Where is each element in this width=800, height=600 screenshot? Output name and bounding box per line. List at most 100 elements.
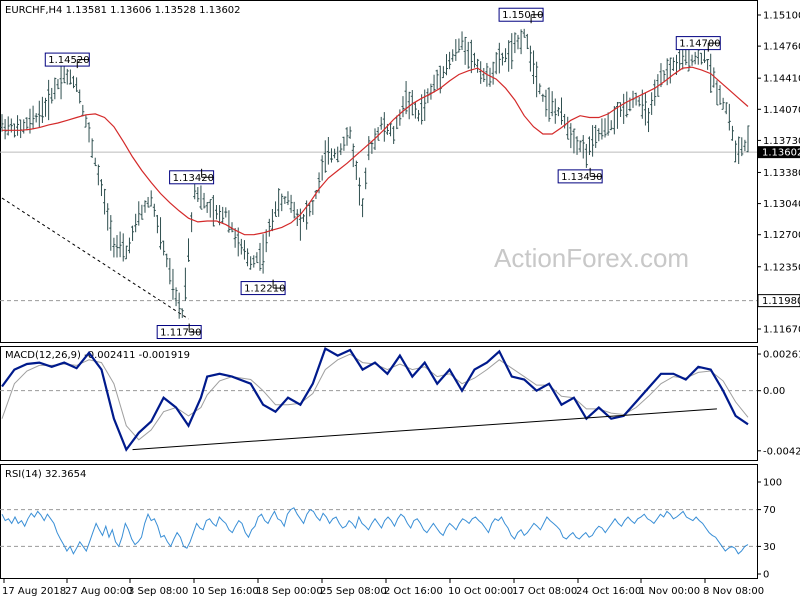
price-bar — [165, 253, 169, 268]
price-bar — [277, 188, 281, 217]
price-bar — [274, 201, 278, 217]
price-bar — [239, 238, 243, 255]
price-bar — [587, 136, 591, 156]
price-label-text: 1.14700 — [679, 39, 720, 50]
price-bar — [413, 101, 417, 119]
rsi-tick-label: 30 — [763, 542, 776, 553]
price-bar — [606, 112, 610, 136]
price-tick-label: 1.14410 — [763, 74, 800, 85]
price-bar — [258, 242, 262, 271]
price-bar — [535, 61, 539, 98]
price-bar — [348, 126, 352, 139]
price-bar — [625, 91, 629, 118]
price-bar — [333, 148, 337, 159]
price-bar — [326, 136, 330, 165]
price-bar — [525, 33, 529, 50]
price-bar — [236, 227, 240, 257]
price-label-1-13430: 1.13430 — [557, 167, 603, 184]
price-bar — [510, 33, 514, 70]
price-bar — [87, 122, 91, 143]
price-bar — [252, 255, 256, 268]
price-bar — [280, 193, 284, 212]
price-tick-label: 1.13380 — [763, 168, 800, 179]
price-bar — [187, 238, 190, 262]
price-bar — [597, 128, 601, 142]
price-bar — [53, 77, 57, 100]
price-bar — [31, 105, 35, 130]
price-bar — [547, 87, 551, 122]
price-bar — [149, 190, 153, 207]
price-bar — [516, 34, 520, 50]
price-bar — [637, 96, 641, 107]
price-label-text: 1.13420 — [173, 173, 214, 184]
price-bar — [255, 252, 259, 264]
price-bar — [342, 136, 346, 151]
price-bar — [619, 102, 623, 117]
x-tick-label: 17 Oct 08:00 — [512, 586, 577, 597]
current-price-label: 1.13602 — [762, 148, 800, 159]
price-bar — [581, 135, 585, 159]
x-tick-label: 17 Aug 2018 — [2, 586, 66, 597]
price-bar — [112, 237, 116, 258]
price-bar — [146, 196, 150, 208]
price-bar — [68, 69, 72, 85]
price-tick-label: 1.11670 — [763, 325, 800, 336]
price-bar — [681, 46, 685, 70]
price-bar — [162, 240, 166, 256]
price-bar — [504, 48, 508, 63]
price-bar — [448, 51, 452, 70]
macd-panel-title: MACD(12,26,9) -0.002411 -0.001919 — [5, 350, 190, 361]
price-bar — [361, 198, 365, 218]
price-bar — [594, 124, 598, 148]
price-panel-title: EURCHF,H4 1.13581 1.13606 1.13528 1.1360… — [5, 5, 241, 16]
price-bar — [208, 199, 212, 218]
price-bar — [314, 189, 318, 199]
price-bar — [118, 231, 122, 258]
rsi-panel: RSI(14) 32.3654 100 70 30 0 — [0, 464, 782, 581]
price-bar — [47, 79, 51, 121]
price-label-1-14700: 1.14700 — [675, 36, 721, 52]
price-bar — [615, 101, 619, 129]
price-bar — [451, 49, 455, 62]
price-bar — [519, 29, 523, 55]
price-label-text: 1.11730 — [160, 328, 201, 339]
x-tick-label: 2 Oct 16:00 — [384, 586, 443, 597]
price-bar — [103, 188, 107, 215]
price-bar — [152, 203, 156, 217]
price-bar — [311, 200, 315, 215]
macd-trendline — [132, 408, 717, 451]
price-bar — [575, 136, 579, 155]
price-bar — [199, 185, 203, 210]
price-bar — [612, 106, 616, 135]
x-tick-label: 18 Sep 00:00 — [256, 586, 323, 597]
price-bar — [84, 115, 88, 128]
price-bar — [715, 80, 719, 106]
price-bar — [569, 123, 573, 149]
macd-tick-label: 0.00 — [763, 386, 785, 397]
price-bar — [457, 38, 461, 53]
price-bar — [513, 32, 517, 54]
price-bar — [482, 67, 486, 83]
price-label-text: 1.13430 — [561, 172, 602, 183]
price-bar — [202, 192, 206, 209]
moving-average-line — [2, 66, 749, 236]
price-bar — [734, 140, 738, 163]
price-bar — [124, 245, 128, 260]
price-bar — [497, 42, 501, 74]
price-bar — [528, 45, 532, 72]
price-bar — [261, 234, 265, 274]
price-bar — [134, 213, 138, 233]
price-bar — [171, 268, 175, 300]
price-bar — [600, 118, 604, 140]
price-bar — [401, 96, 405, 118]
price-bar — [743, 139, 747, 152]
price-bar — [183, 267, 187, 301]
x-tick-label: 3 Sep 08:00 — [128, 586, 188, 597]
price-bar — [690, 54, 694, 66]
price-bar — [155, 214, 159, 234]
price-bar — [40, 96, 44, 123]
price-bar — [556, 107, 560, 117]
price-bar — [345, 127, 349, 146]
price-bar — [532, 50, 536, 85]
